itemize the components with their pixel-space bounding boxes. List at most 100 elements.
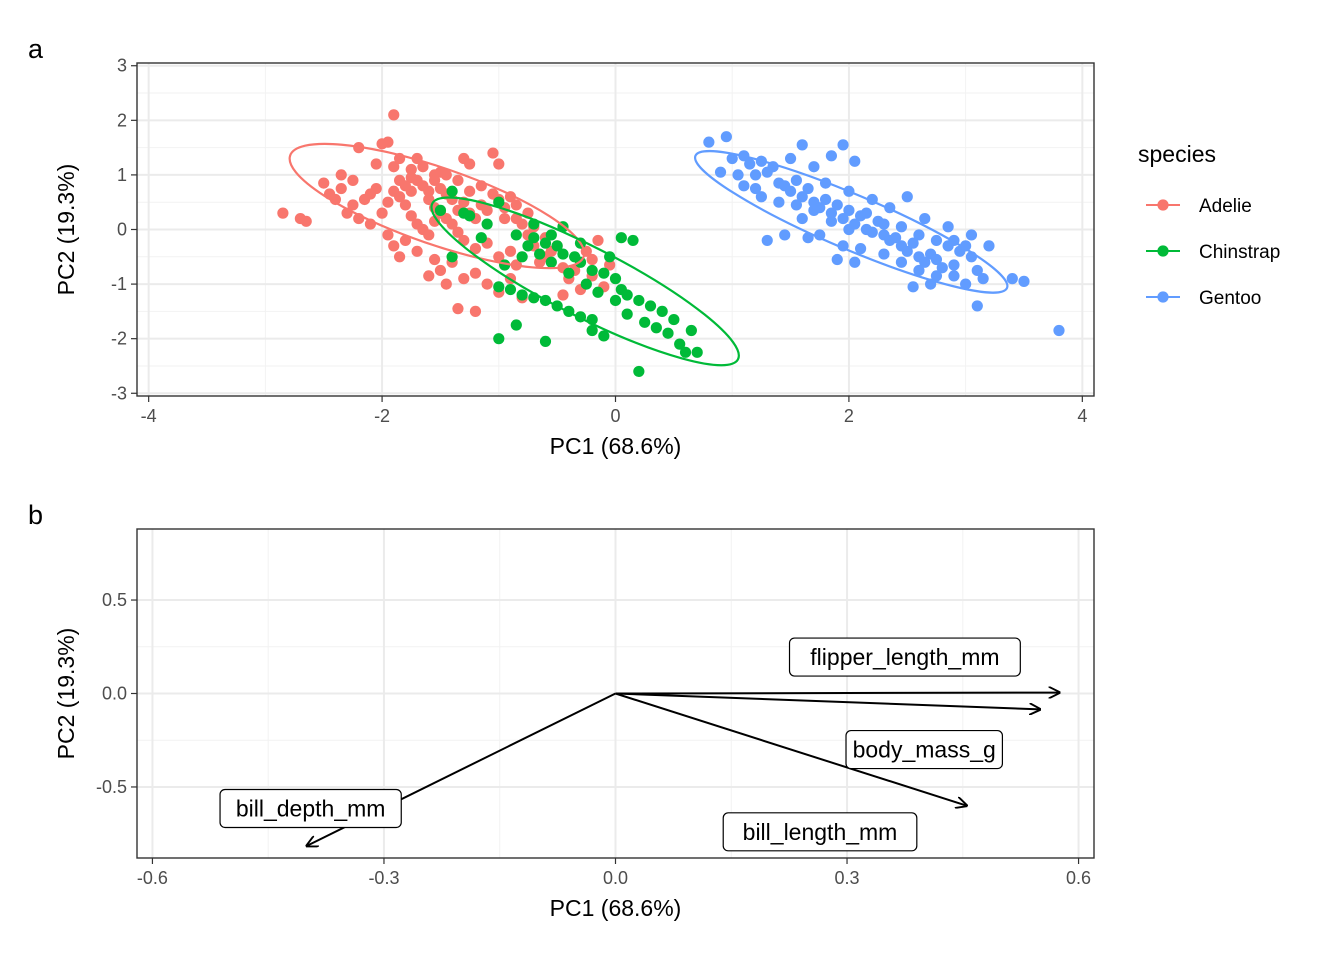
data-point-gentoo xyxy=(854,243,867,255)
y-axis-title: PC2 (19.3%) xyxy=(53,164,79,296)
data-point-adelie xyxy=(481,204,493,216)
data-point-adelie xyxy=(376,207,388,219)
data-point-adelie xyxy=(586,253,598,266)
loading-label-bill_length_mm: bill_length_mm xyxy=(743,819,898,845)
data-point-adelie xyxy=(388,185,400,197)
data-point-adelie xyxy=(493,251,505,263)
data-point-gentoo xyxy=(796,191,808,203)
data-point-gentoo xyxy=(825,150,838,162)
data-point-adelie xyxy=(399,234,412,247)
data-point-adelie xyxy=(510,199,522,211)
data-point-adelie xyxy=(504,245,517,257)
data-point-chinstrap xyxy=(598,330,610,342)
data-point-gentoo xyxy=(825,215,838,227)
confidence-ellipse-adelie xyxy=(288,142,586,270)
data-point-gentoo xyxy=(843,204,855,216)
data-point-gentoo xyxy=(749,169,762,181)
data-point-chinstrap xyxy=(586,324,598,337)
data-point-adelie xyxy=(452,303,464,315)
y-tick-label: -3 xyxy=(111,383,127,403)
data-point-adelie xyxy=(458,273,470,285)
panel-tag-b: b xyxy=(28,500,43,530)
data-point-gentoo xyxy=(714,166,727,178)
data-point-gentoo xyxy=(948,259,960,271)
data-point-gentoo xyxy=(726,152,738,165)
data-point-gentoo xyxy=(831,253,843,266)
data-point-adelie xyxy=(469,267,482,279)
loading-vector-flipper_length_mm xyxy=(615,693,1060,694)
data-point-adelie xyxy=(382,136,394,148)
data-point-chinstrap xyxy=(493,333,505,345)
data-point-adelie xyxy=(347,174,359,186)
data-point-gentoo xyxy=(901,245,913,257)
data-point-adelie xyxy=(458,152,470,165)
loading-label-group-bill_length_mm: bill_length_mm xyxy=(722,812,918,852)
data-point-adelie xyxy=(388,240,400,252)
data-point-adelie xyxy=(452,174,464,186)
loading-label-box xyxy=(219,788,402,829)
data-point-gentoo xyxy=(784,152,797,165)
data-point-chinstrap xyxy=(662,327,674,339)
data-point-gentoo xyxy=(965,229,978,241)
data-point-adelie xyxy=(411,245,423,257)
data-point-adelie xyxy=(388,161,400,173)
x-tick-label: -2 xyxy=(374,406,390,426)
data-point-gentoo xyxy=(913,264,925,277)
legend-key-point xyxy=(1157,291,1169,303)
data-point-adelie xyxy=(452,226,464,238)
x-tick-label: 0.3 xyxy=(835,868,860,888)
data-point-adelie xyxy=(399,199,412,211)
data-point-adelie xyxy=(423,193,435,206)
data-point-gentoo xyxy=(919,256,931,268)
data-point-gentoo xyxy=(749,182,762,195)
y-tick-label: 0.0 xyxy=(102,684,127,704)
data-point-chinstrap xyxy=(592,286,604,298)
data-point-gentoo xyxy=(720,131,732,143)
x-tick-label: -0.6 xyxy=(137,868,168,888)
data-point-gentoo xyxy=(825,207,838,219)
legend-label: Gentoo xyxy=(1199,288,1261,309)
data-point-gentoo xyxy=(936,262,948,274)
data-point-gentoo xyxy=(808,204,820,216)
data-point-chinstrap xyxy=(528,232,540,244)
data-point-adelie xyxy=(434,264,447,277)
data-point-chinstrap xyxy=(481,218,493,230)
data-point-chinstrap xyxy=(627,234,639,247)
data-point-chinstrap xyxy=(644,300,657,312)
loading-label-bill_depth_mm: bill_depth_mm xyxy=(236,795,386,821)
data-point-adelie xyxy=(481,278,493,290)
data-point-chinstrap xyxy=(609,273,622,285)
data-point-gentoo xyxy=(796,139,808,151)
data-point-gentoo xyxy=(744,158,756,170)
data-point-chinstrap xyxy=(475,232,487,244)
data-point-gentoo xyxy=(849,256,861,268)
data-point-chinstrap xyxy=(446,185,458,197)
data-point-gentoo xyxy=(819,193,832,206)
loading-label-box xyxy=(788,637,1021,677)
data-point-adelie xyxy=(423,229,435,241)
legend-key-point xyxy=(1157,199,1169,211)
data-point-gentoo xyxy=(913,229,925,241)
data-point-adelie xyxy=(405,210,417,222)
y-tick-label: 0.5 xyxy=(102,590,127,610)
data-point-gentoo xyxy=(790,199,802,211)
data-point-chinstrap xyxy=(522,240,534,252)
data-point-chinstrap xyxy=(557,248,569,260)
data-point-gentoo xyxy=(878,248,890,260)
data-point-adelie xyxy=(364,188,377,200)
data-point-gentoo xyxy=(930,253,943,266)
data-point-adelie xyxy=(370,158,382,170)
legend-title: species xyxy=(1138,141,1216,167)
data-point-chinstrap xyxy=(545,256,557,268)
data-point-gentoo xyxy=(808,161,820,173)
data-point-gentoo xyxy=(960,240,972,252)
data-point-chinstrap xyxy=(685,324,697,337)
data-point-gentoo xyxy=(761,234,773,247)
data-point-adelie xyxy=(469,243,482,255)
loading-label-body_mass_g: body_mass_g xyxy=(853,737,996,763)
data-point-chinstrap xyxy=(679,346,692,358)
data-point-gentoo xyxy=(930,234,943,247)
data-point-chinstrap xyxy=(621,308,633,320)
data-point-chinstrap xyxy=(516,251,528,263)
plot-border xyxy=(136,528,1095,859)
